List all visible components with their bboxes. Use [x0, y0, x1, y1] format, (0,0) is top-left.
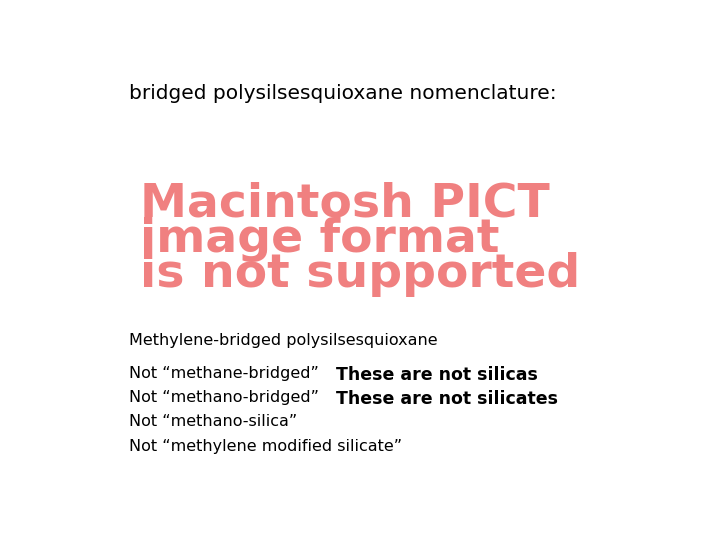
Text: Not “methylene modified silicate”: Not “methylene modified silicate” [129, 438, 402, 454]
Text: bridged polysilsesquioxane nomenclature:: bridged polysilsesquioxane nomenclature: [129, 84, 557, 103]
Text: is not supported: is not supported [140, 252, 580, 297]
Text: image format: image format [140, 217, 500, 261]
Text: Methylene-bridged polysilsesquioxane: Methylene-bridged polysilsesquioxane [129, 333, 438, 348]
Text: Not “methano-bridged”: Not “methano-bridged” [129, 390, 319, 406]
Text: These are not silicas: These are not silicas [336, 366, 537, 384]
Text: Macintosh PICT: Macintosh PICT [140, 181, 550, 226]
Text: Not “methano-silica”: Not “methano-silica” [129, 415, 297, 429]
Text: These are not silicates: These are not silicates [336, 390, 557, 408]
Text: Not “methane-bridged”: Not “methane-bridged” [129, 366, 319, 381]
